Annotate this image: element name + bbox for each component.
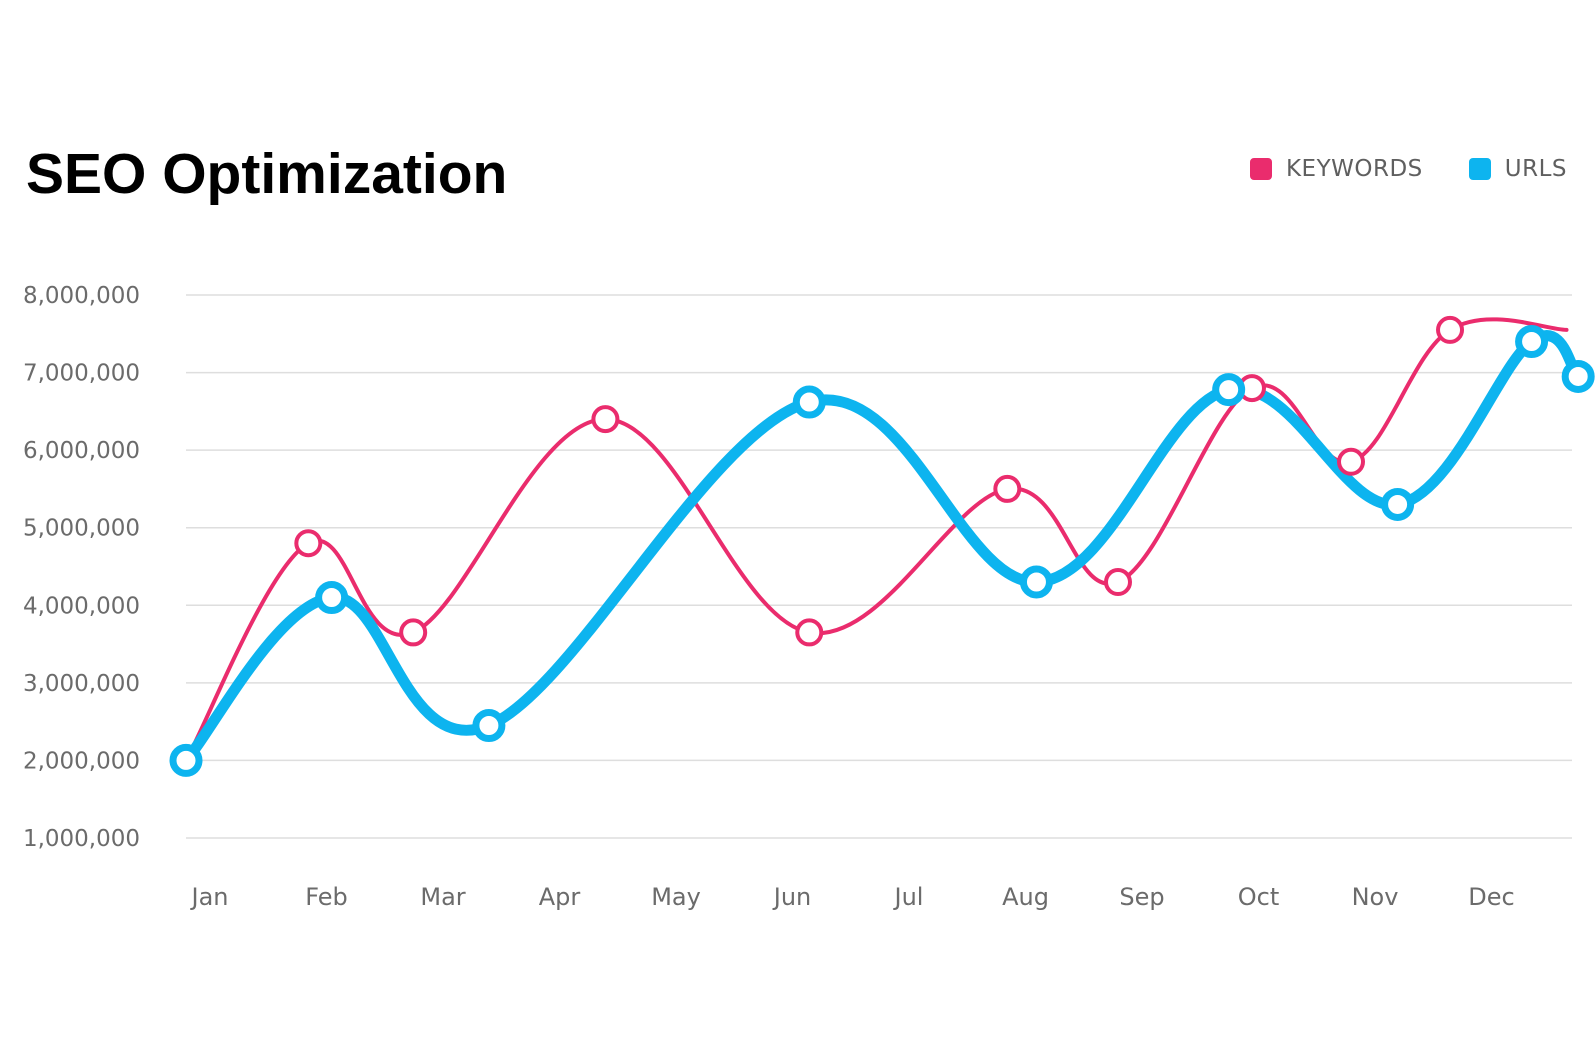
x-tick-label: Sep — [1119, 883, 1164, 911]
legend-swatch-urls — [1468, 158, 1491, 180]
data-point-keywords — [993, 474, 1022, 503]
data-point-keywords — [591, 405, 620, 434]
data-point-keywords — [294, 529, 323, 558]
legend-swatch-keywords — [1249, 158, 1272, 180]
x-tick-label: Jan — [190, 883, 229, 911]
x-tick-label: Oct — [1238, 883, 1280, 911]
x-tick-label: May — [651, 883, 701, 911]
data-point-urls — [1019, 565, 1053, 599]
x-tick-label: Mar — [420, 883, 465, 911]
data-point-urls — [315, 581, 349, 615]
data-point-keywords — [1104, 568, 1132, 597]
data-point-urls — [792, 385, 826, 419]
x-tick-label: Aug — [1002, 883, 1049, 911]
x-axis-ticks: Jan Feb Mar Apr May Jun Jul Aug Sep Oct Nov Dec — [190, 883, 1515, 911]
legend-item-keywords[interactable]: KEYWORDS — [1249, 156, 1423, 182]
series-points — [169, 315, 1595, 777]
y-tick-label: 1,000,000 — [23, 826, 140, 852]
y-tick-label: 8,000,000 — [23, 283, 140, 309]
x-tick-label: Jun — [772, 883, 812, 911]
series-lines — [180, 317, 1584, 766]
x-tick-label: Jul — [893, 883, 924, 911]
chart-title: SEO Optimization — [26, 142, 508, 206]
x-tick-label: Dec — [1468, 883, 1514, 911]
legend-item-urls[interactable]: URLS — [1468, 156, 1567, 182]
data-point-urls — [1212, 373, 1246, 407]
series-line-urls — [180, 330, 1584, 766]
y-tick-label: 6,000,000 — [23, 438, 140, 464]
legend-label-urls: URLS — [1504, 156, 1567, 182]
y-axis-ticks: 1,000,000 2,000,000 3,000,000 4,000,000 5,00… — [23, 283, 140, 852]
data-point-keywords — [399, 618, 428, 647]
x-tick-label: Nov — [1352, 883, 1399, 911]
data-point-keywords — [1337, 447, 1365, 476]
data-point-urls — [1381, 487, 1415, 521]
data-point-keywords — [795, 618, 824, 647]
data-point-urls — [1561, 359, 1595, 393]
legend-label-keywords: KEYWORDS — [1285, 156, 1423, 182]
x-tick-label: Apr — [539, 883, 581, 911]
data-point-urls — [1515, 325, 1549, 359]
series-line-keywords — [184, 317, 1569, 763]
y-tick-label: 7,000,000 — [23, 361, 140, 387]
chart-legend: KEYWORDS URLS — [1249, 156, 1567, 182]
y-tick-label: 4,000,000 — [23, 593, 140, 619]
data-point-urls — [169, 743, 203, 777]
grid-lines — [186, 294, 1572, 839]
x-tick-label: Feb — [305, 883, 348, 911]
y-tick-label: 2,000,000 — [23, 748, 140, 774]
data-point-keywords — [1436, 315, 1465, 344]
y-tick-label: 3,000,000 — [23, 671, 140, 697]
data-point-urls — [472, 709, 506, 743]
y-tick-label: 5,000,000 — [23, 516, 140, 542]
